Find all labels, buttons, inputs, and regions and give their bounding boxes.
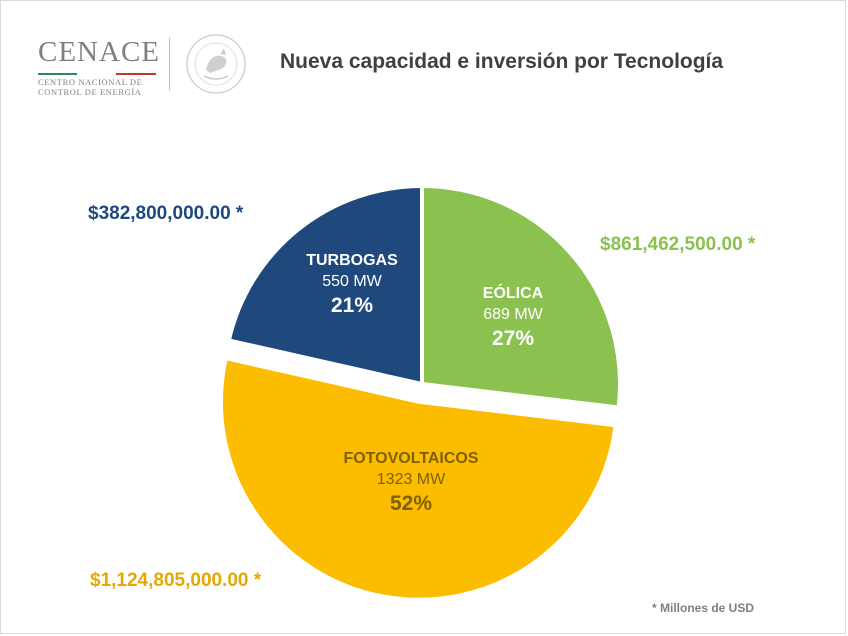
pie-slice-eolica: [420, 183, 622, 410]
slice-percent-eolica: 27%: [492, 327, 534, 350]
logo-stripe: [38, 73, 156, 75]
slice-percent-fotovoltaicos: 52%: [390, 492, 432, 515]
pie-slices: [218, 183, 622, 602]
logo-subtitle-line1: CENTRO NACIONAL DE: [38, 77, 143, 87]
page-title: Nueva capacidad e inversión por Tecnolog…: [280, 50, 724, 73]
slice-investment-turbogas: $382,800,000.00 *: [88, 203, 244, 224]
slice-investment-eolica: $861,462,500.00 *: [600, 234, 756, 255]
slice-capacity-fotovoltaicos: 1323 MW: [377, 471, 446, 488]
logo-wordmark: CENACE: [38, 36, 160, 68]
slice-name-eolica: EÓLICA: [483, 283, 544, 302]
slice-investment-fotovoltaicos: $1,124,805,000.00 *: [90, 570, 262, 591]
logo-subtitle-line2: CONTROL DE ENERGÍA: [38, 87, 142, 97]
slice-name-fotovoltaicos: FOTOVOLTAICOS: [343, 450, 478, 467]
slice-capacity-eolica: 689 MW: [483, 306, 543, 323]
logo-divider: [169, 38, 170, 90]
slice-capacity-turbogas: 550 MW: [322, 273, 382, 290]
pie-slice-fotovoltaicos: [218, 355, 618, 602]
footnote: * Millones de USD: [652, 601, 755, 615]
mexico-coat-of-arms-icon: [186, 34, 246, 94]
pie-slice-turbogas: [226, 183, 424, 387]
slice-percent-turbogas: 21%: [331, 294, 373, 317]
slice-name-turbogas: TURBOGAS: [306, 252, 398, 269]
pie-labels: EÓLICA 689 MW 27% $861,462,500.00 * FOTOVOLT…: [88, 203, 756, 591]
cenace-logo: CENACE CENTRO NACIONAL DE CONTROL DE ENE…: [34, 34, 264, 97]
